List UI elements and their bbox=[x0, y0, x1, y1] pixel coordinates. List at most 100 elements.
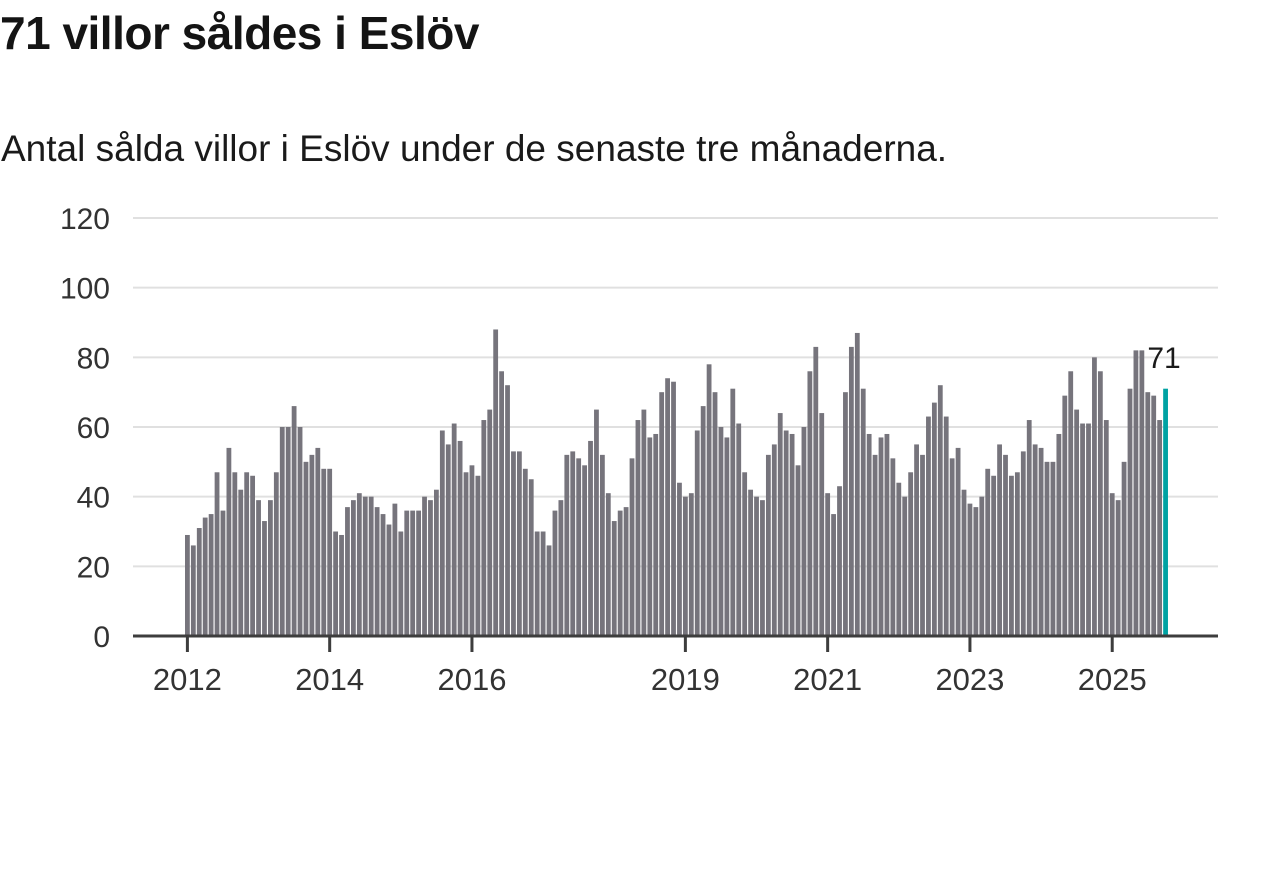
bar bbox=[398, 531, 404, 636]
bar bbox=[902, 496, 908, 636]
x-axis-labels: 2012 2014 2016 2019 2021 2023 2025 bbox=[153, 637, 1147, 697]
bar bbox=[843, 392, 848, 636]
bar bbox=[694, 430, 700, 636]
bar bbox=[190, 545, 196, 636]
bar bbox=[765, 454, 771, 636]
bar bbox=[671, 381, 676, 636]
bar bbox=[499, 371, 504, 636]
bar bbox=[730, 388, 736, 636]
bar bbox=[760, 500, 765, 636]
bar bbox=[439, 430, 445, 636]
bar-highlighted bbox=[1163, 388, 1168, 636]
bar bbox=[1121, 461, 1127, 636]
bar bbox=[1127, 388, 1133, 636]
x-tick-label: 2025 bbox=[1078, 662, 1147, 697]
bar bbox=[1133, 350, 1139, 636]
bar bbox=[807, 371, 813, 636]
bar bbox=[623, 507, 629, 636]
bar bbox=[386, 524, 392, 636]
bar bbox=[967, 503, 973, 636]
bar bbox=[1115, 500, 1121, 636]
bar bbox=[1103, 420, 1109, 636]
bar bbox=[1062, 395, 1068, 636]
bar bbox=[1109, 493, 1115, 636]
bar bbox=[582, 465, 587, 636]
bar bbox=[487, 409, 493, 636]
bar bbox=[262, 521, 267, 636]
bar bbox=[392, 503, 398, 636]
bar bbox=[677, 482, 682, 636]
bar bbox=[819, 413, 825, 636]
bar bbox=[1074, 409, 1080, 636]
y-tick-label: 120 bbox=[60, 203, 110, 236]
x-tick-label: 2019 bbox=[651, 662, 720, 697]
bar bbox=[576, 458, 582, 636]
x-tick-label: 2021 bbox=[793, 662, 862, 697]
bar bbox=[214, 472, 220, 636]
bar bbox=[813, 346, 819, 636]
bar bbox=[220, 510, 226, 636]
bar bbox=[588, 440, 593, 636]
bar bbox=[854, 332, 860, 636]
bar bbox=[1038, 447, 1044, 636]
chart-subtitle: Antal sålda villor i Eslöv under de sena… bbox=[1, 128, 948, 169]
bar bbox=[665, 378, 670, 636]
bar bbox=[973, 507, 979, 636]
bar bbox=[1097, 371, 1103, 636]
bar bbox=[273, 472, 279, 636]
bar bbox=[878, 437, 884, 636]
bar bbox=[1026, 420, 1032, 636]
bar bbox=[611, 521, 617, 636]
bar bbox=[528, 479, 534, 636]
bar bbox=[410, 510, 416, 636]
bar bbox=[244, 472, 250, 636]
bar bbox=[552, 510, 558, 636]
bar bbox=[238, 489, 244, 636]
bar bbox=[943, 416, 949, 636]
bar bbox=[564, 454, 570, 636]
bar bbox=[368, 496, 374, 636]
bar bbox=[920, 454, 925, 636]
bar bbox=[362, 496, 368, 636]
bar bbox=[202, 517, 208, 636]
bar bbox=[1032, 444, 1038, 636]
bar bbox=[268, 500, 273, 636]
bar bbox=[629, 458, 635, 636]
chart-title: 71 villor såldes i Eslöv bbox=[0, 7, 479, 59]
bar bbox=[872, 454, 878, 636]
bar bbox=[979, 496, 985, 636]
bar bbox=[837, 486, 842, 636]
x-tick-label: 2023 bbox=[935, 662, 1004, 697]
bar bbox=[789, 433, 795, 636]
bar bbox=[256, 500, 261, 636]
bar bbox=[356, 493, 362, 636]
bar bbox=[1145, 392, 1151, 636]
bar bbox=[961, 489, 967, 636]
bar bbox=[469, 465, 475, 636]
bar bbox=[534, 531, 540, 636]
bar bbox=[742, 472, 748, 636]
bar bbox=[315, 447, 321, 636]
bar bbox=[374, 507, 380, 636]
y-tick-label: 40 bbox=[77, 482, 110, 515]
bar bbox=[285, 427, 291, 636]
x-tick-label: 2014 bbox=[295, 662, 364, 697]
bar bbox=[1003, 454, 1008, 636]
bar bbox=[605, 493, 611, 636]
bar bbox=[831, 514, 836, 636]
bar bbox=[599, 454, 605, 636]
y-tick-label: 0 bbox=[93, 621, 110, 654]
bar bbox=[1050, 461, 1056, 636]
bar bbox=[682, 496, 688, 636]
bar bbox=[327, 468, 333, 636]
bar bbox=[380, 514, 386, 636]
bar bbox=[908, 472, 914, 636]
bar bbox=[208, 514, 214, 636]
bar bbox=[445, 444, 451, 636]
bar bbox=[1068, 371, 1074, 636]
bar bbox=[404, 510, 410, 636]
bar bbox=[333, 531, 339, 636]
y-tick-label: 60 bbox=[77, 412, 110, 445]
bar bbox=[505, 385, 510, 636]
